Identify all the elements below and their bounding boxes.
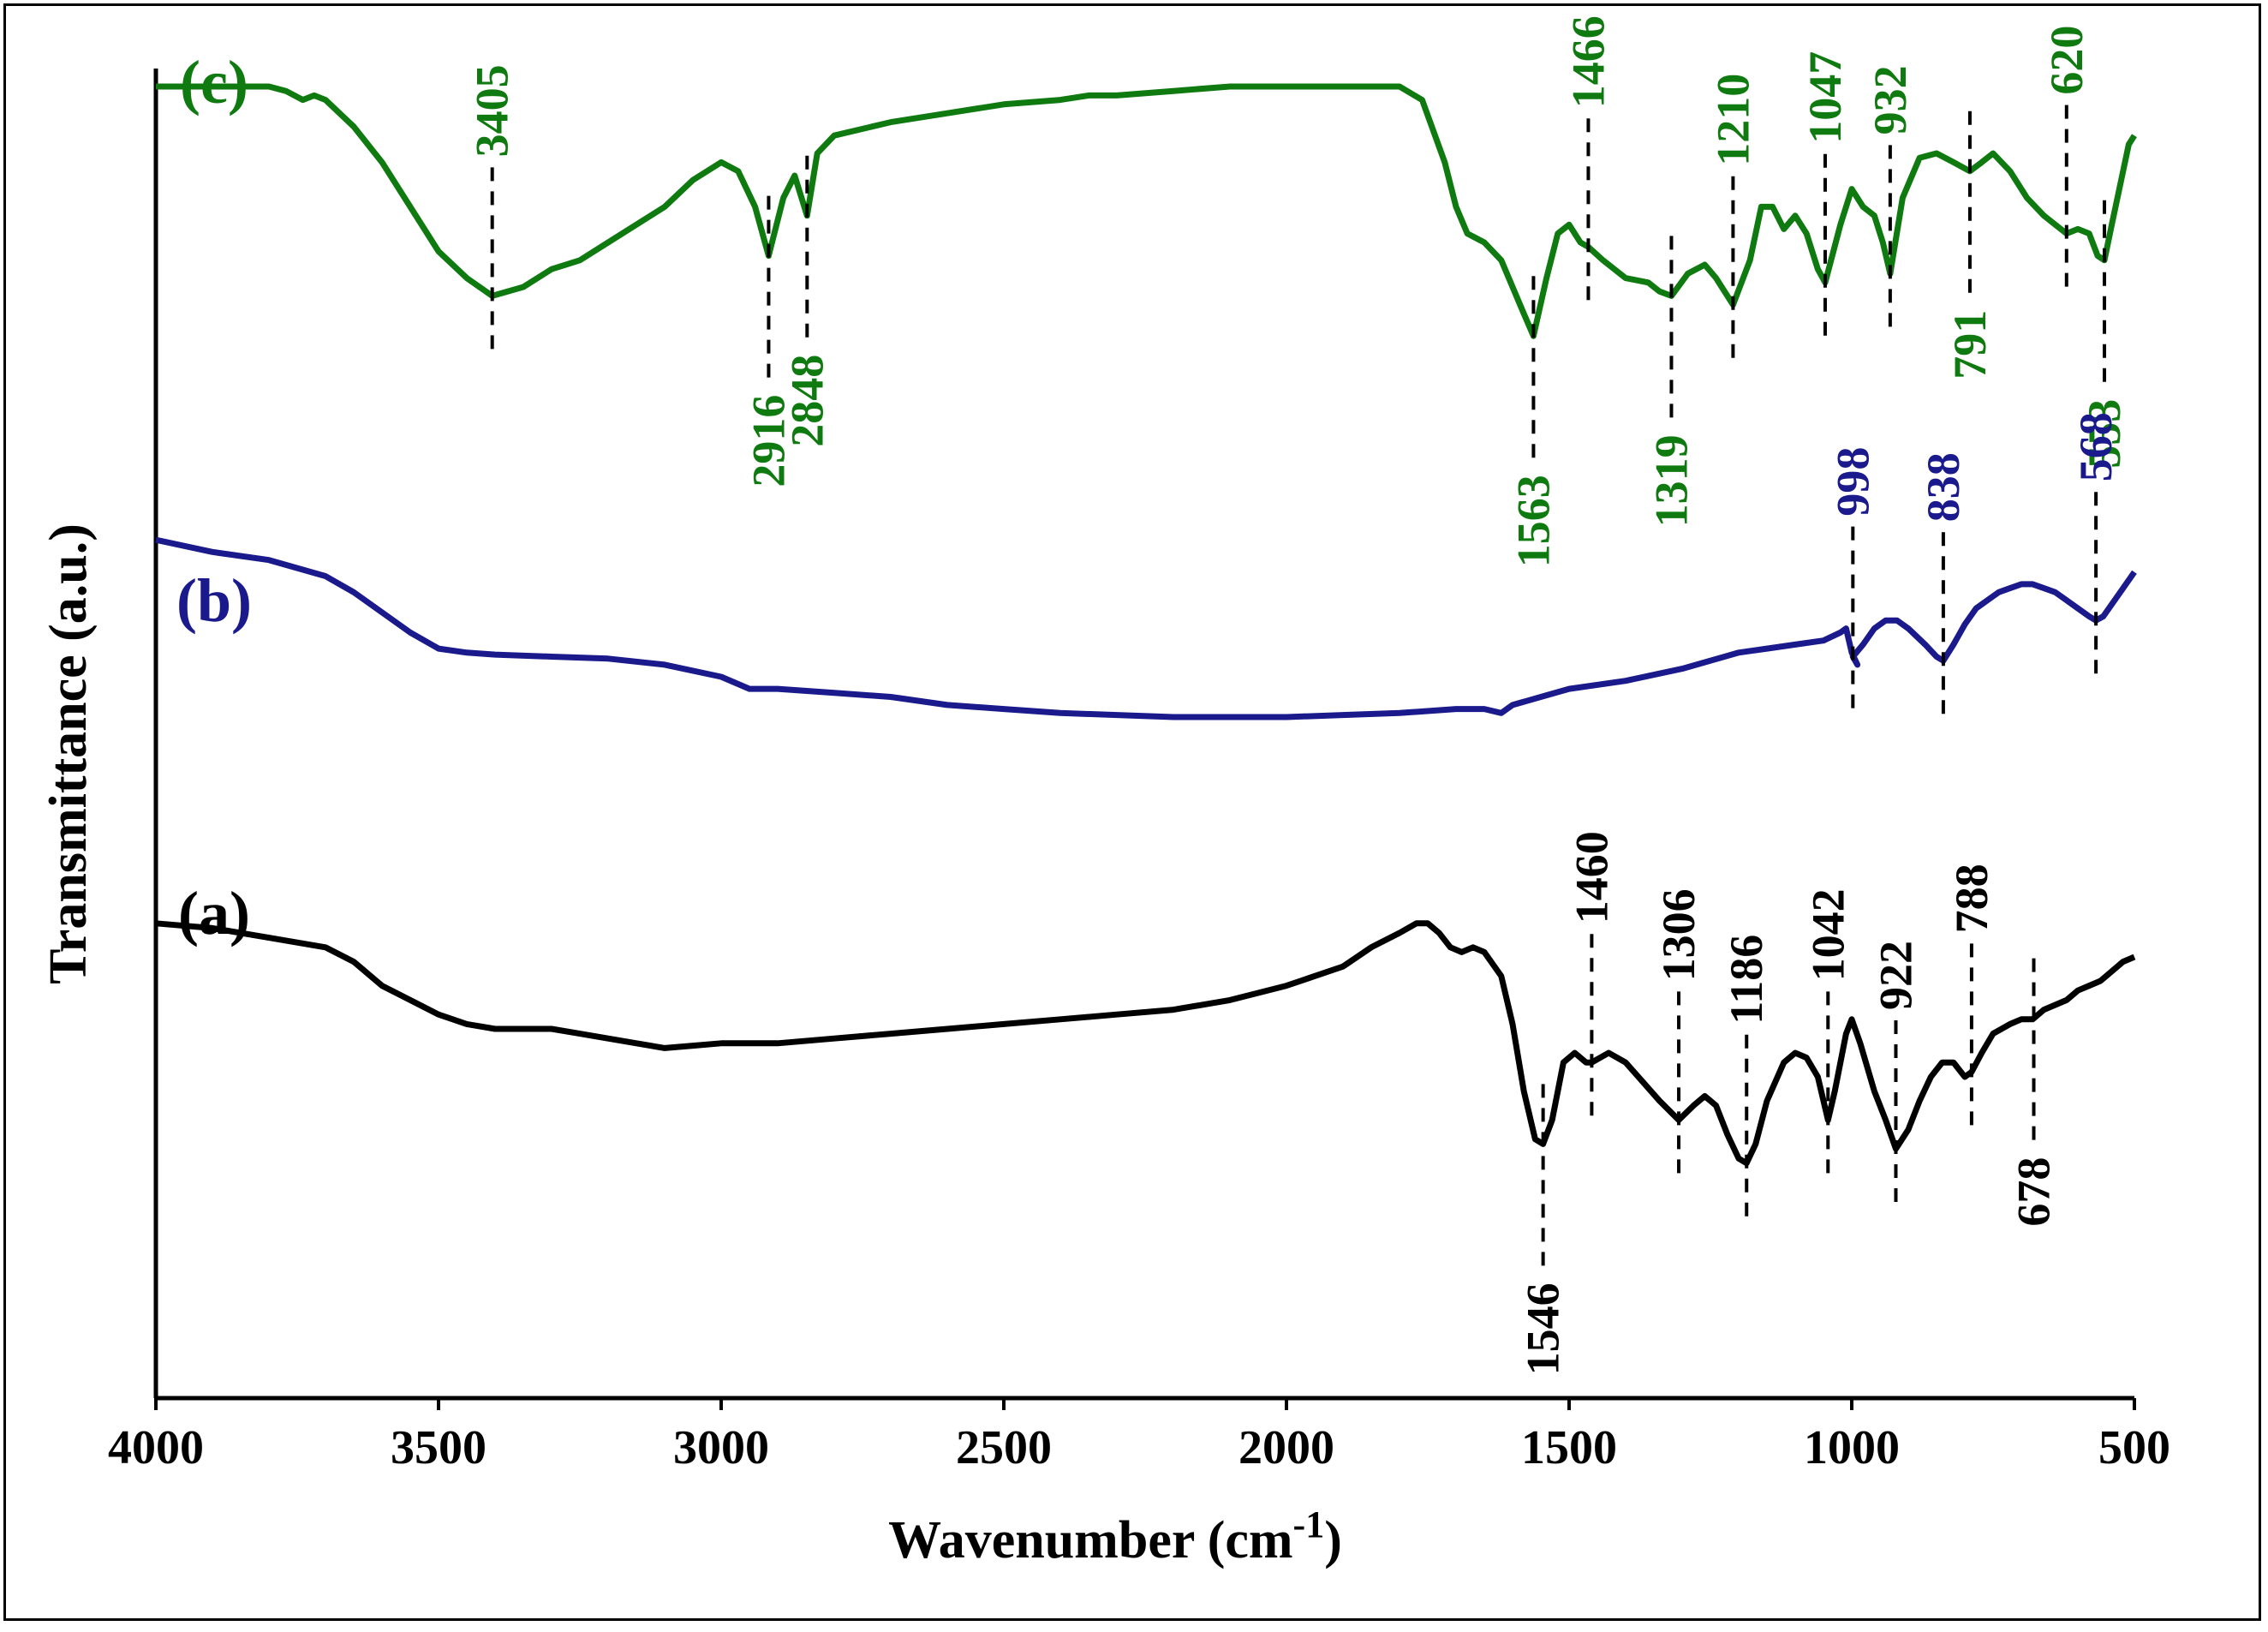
x-tick-label-2000: 2000 (1238, 1421, 1334, 1474)
peak-label-c-1047: 1047 (1799, 51, 1851, 144)
y-axis-label: Transmittance (a.u.) (39, 523, 98, 984)
peak-label-c-1466: 1466 (1562, 15, 1614, 108)
x-tick-label-3000: 3000 (673, 1421, 769, 1474)
peak-label-c-791: 791 (1944, 310, 1996, 380)
peak-label-a-1042: 1042 (1802, 888, 1853, 981)
peak-label-c-2848: 2848 (781, 355, 833, 447)
series-label-a: (a) (178, 879, 250, 948)
peak-label-c-620: 620 (2041, 26, 2092, 95)
peak-label-c-3405: 3405 (467, 64, 518, 157)
peak-label-a-788: 788 (1946, 864, 1997, 933)
peak-label-a-1460: 1460 (1566, 831, 1617, 924)
peak-label-b-838: 838 (1918, 452, 1969, 522)
x-axis-label-sup: -1 (1293, 1503, 1325, 1545)
peak-label-c-1563: 1563 (1507, 475, 1559, 567)
series-layer (155, 83, 2137, 1167)
figure-frame (3, 3, 2261, 1621)
series-line-b (155, 536, 2137, 720)
peak-label-a-1186: 1186 (1721, 935, 1772, 1025)
peak-label-c-1210: 1210 (1707, 74, 1758, 166)
series-label-c: (c) (180, 48, 248, 117)
x-axis-label-text: Wavenumber (cm (888, 1511, 1292, 1569)
peak-label-b-568: 568 (2070, 412, 2122, 481)
x-tick-label-500: 500 (2098, 1421, 2170, 1474)
peak-label-a-1306: 1306 (1653, 888, 1704, 981)
series-label-b: (b) (176, 566, 252, 635)
x-tick-label-1500: 1500 (1521, 1421, 1617, 1474)
series-line-c (156, 83, 2137, 339)
peak-label-c-553: 553 (2079, 399, 2130, 469)
x-tick-label-2500: 2500 (956, 1421, 1052, 1474)
peak-label-b-998: 998 (1827, 447, 1878, 517)
x-axis-label-close: ) (1324, 1511, 1342, 1569)
x-axis-label: Wavenumber (cm-1) (888, 1503, 1342, 1569)
peak-label-c-1319: 1319 (1645, 434, 1697, 527)
series-labels: (c) (b) (a) (176, 48, 252, 948)
axes: 4000 3500 3000 2500 2000 1500 1000 500 (108, 69, 2170, 1474)
series-line-a (155, 920, 2136, 1167)
x-tick-label-3500: 3500 (391, 1421, 486, 1474)
x-tick-label-1000: 1000 (1804, 1421, 1900, 1474)
peak-label-c-2916: 2916 (743, 395, 794, 487)
peak-label-c-932: 932 (1865, 65, 1916, 135)
x-tick-label-4000: 4000 (108, 1421, 204, 1474)
peak-label-a-678: 678 (2008, 1157, 2060, 1227)
peak-label-a-1546: 1546 (1518, 1282, 1569, 1375)
peak-label-a-922: 922 (1870, 941, 1921, 1010)
